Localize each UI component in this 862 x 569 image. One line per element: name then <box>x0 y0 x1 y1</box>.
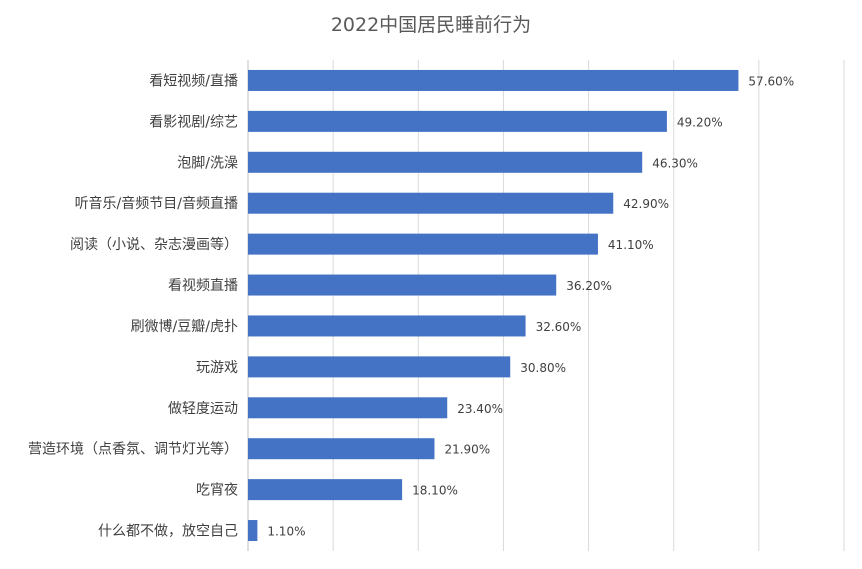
category-label: 什么都不做，放空自己 <box>98 524 238 540</box>
bar <box>248 479 403 501</box>
category-label: 玩游戏 <box>196 360 238 376</box>
category-label: 看影视剧/综艺 <box>149 114 238 130</box>
category-label: 吃宵夜 <box>196 482 238 499</box>
category-label: 听音乐/音频节目/音频直播 <box>75 195 238 212</box>
bar <box>248 110 667 132</box>
bar <box>248 356 511 378</box>
value-label: 18.10% <box>412 484 458 498</box>
chart-title: 2022中国居民睡前行为 <box>331 14 531 36</box>
bar <box>248 69 739 91</box>
bar <box>248 233 598 255</box>
category-label: 营造环境（点香氛、调节灯光等） <box>28 441 238 458</box>
bar <box>248 315 526 337</box>
value-label: 49.20% <box>677 115 723 129</box>
bar <box>248 520 258 542</box>
category-label: 看短视频/直播 <box>149 72 238 89</box>
gridlines <box>247 60 845 551</box>
value-label: 32.60% <box>536 320 582 334</box>
category-label: 泡脚/洗澡 <box>177 155 238 171</box>
value-label: 42.90% <box>623 197 669 211</box>
category-label: 做轻度运动 <box>168 401 238 417</box>
value-label: 41.10% <box>608 238 654 252</box>
value-label: 23.40% <box>457 402 503 416</box>
value-label: 46.30% <box>652 156 698 170</box>
category-labels: 看短视频/直播看影视剧/综艺泡脚/洗澡听音乐/音频节目/音频直播阅读（小说、杂志… <box>28 72 238 539</box>
category-label: 看视频直播 <box>168 277 238 294</box>
bar <box>248 151 643 173</box>
bar <box>248 438 435 460</box>
bar <box>248 397 448 419</box>
value-label: 21.90% <box>444 443 490 457</box>
bar <box>248 274 557 296</box>
bar <box>248 192 614 214</box>
value-label: 36.20% <box>566 279 612 293</box>
value-label: 57.60% <box>748 74 794 88</box>
bars <box>248 69 739 542</box>
value-label: 1.10% <box>267 525 305 539</box>
value-labels: 57.60% 49.20% 46.30% 42.90% 41.10% 36.20% 32.6… <box>267 74 794 538</box>
category-label: 阅读（小说、杂志漫画等） <box>70 236 238 253</box>
value-label: 30.80% <box>520 361 566 375</box>
category-label: 刷微博/豆瓣/虎扑 <box>131 318 238 335</box>
